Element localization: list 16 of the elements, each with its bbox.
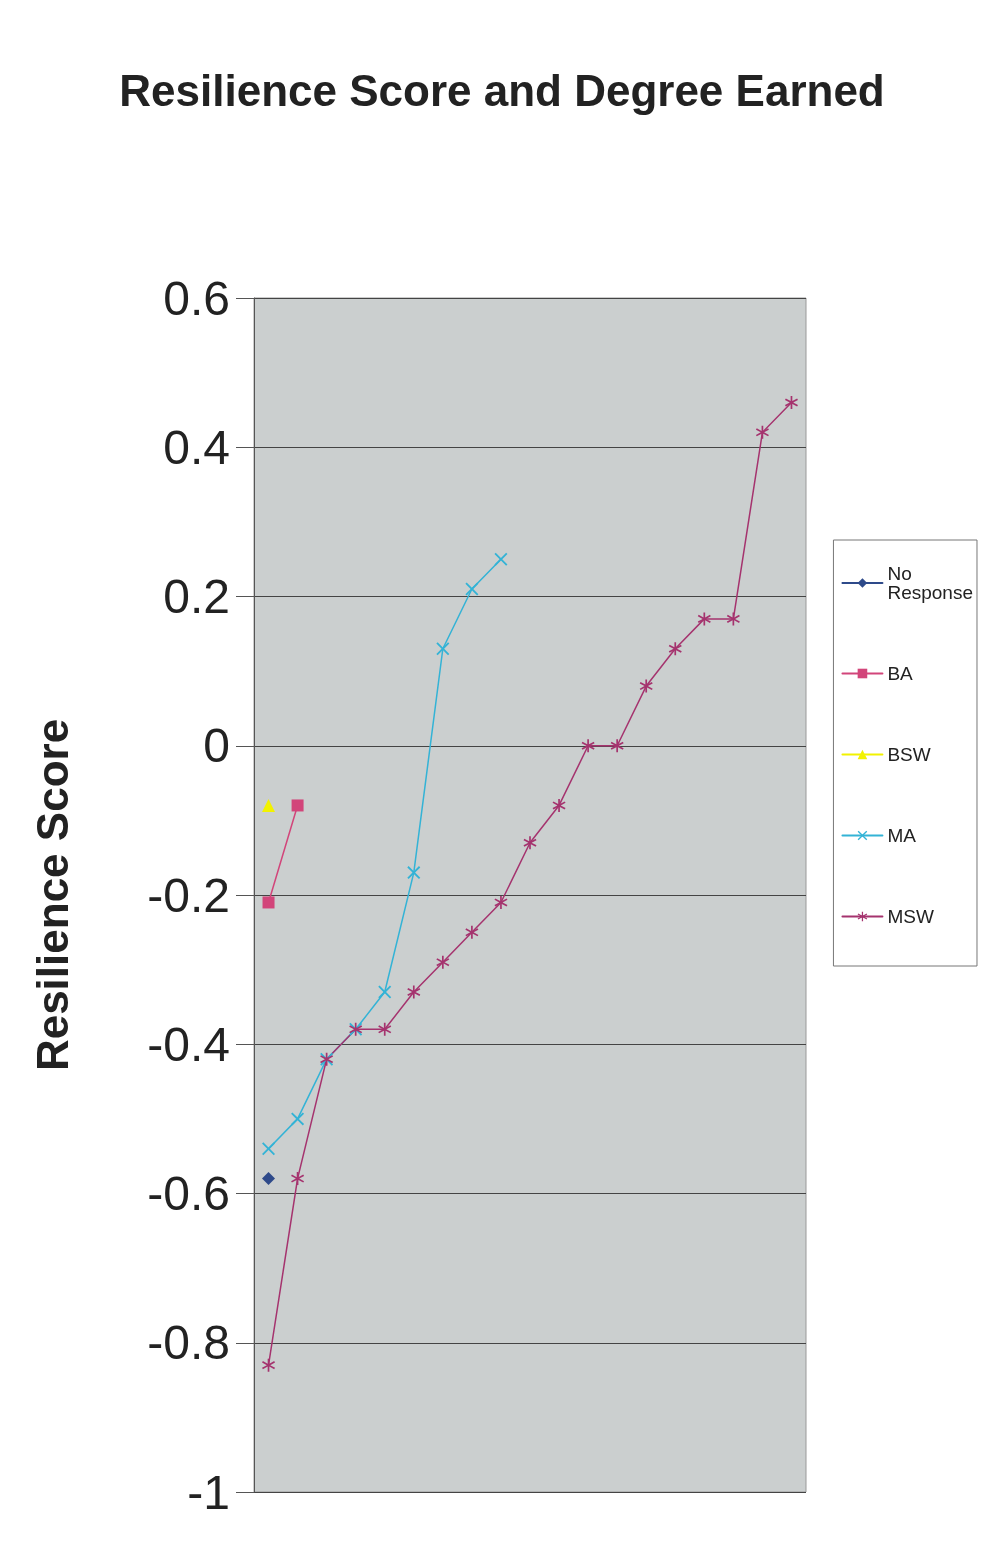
legend-label: MSW: [887, 906, 934, 927]
y-tick-label: 0.6: [163, 271, 230, 325]
y-tick-label: -0.4: [147, 1017, 230, 1071]
y-tick-label: 0.2: [163, 570, 230, 623]
legend-label: BA: [887, 663, 914, 684]
legend-label: BSW: [887, 744, 931, 765]
y-tick-label: -1: [187, 1465, 230, 1519]
chart-title: Resilience Score and Degree Earned: [119, 65, 885, 115]
y-tick-label: -0.2: [147, 868, 230, 922]
y-tick-label: 0.4: [163, 420, 230, 474]
y-tick-label: -0.6: [147, 1167, 230, 1220]
y-tick-label: -0.8: [147, 1316, 230, 1370]
legend-label: MA: [887, 825, 917, 846]
legend-label: No Response: [887, 563, 974, 603]
y-axis-title: Resilience Score: [27, 718, 77, 1072]
y-tick-label: 0: [203, 719, 230, 773]
